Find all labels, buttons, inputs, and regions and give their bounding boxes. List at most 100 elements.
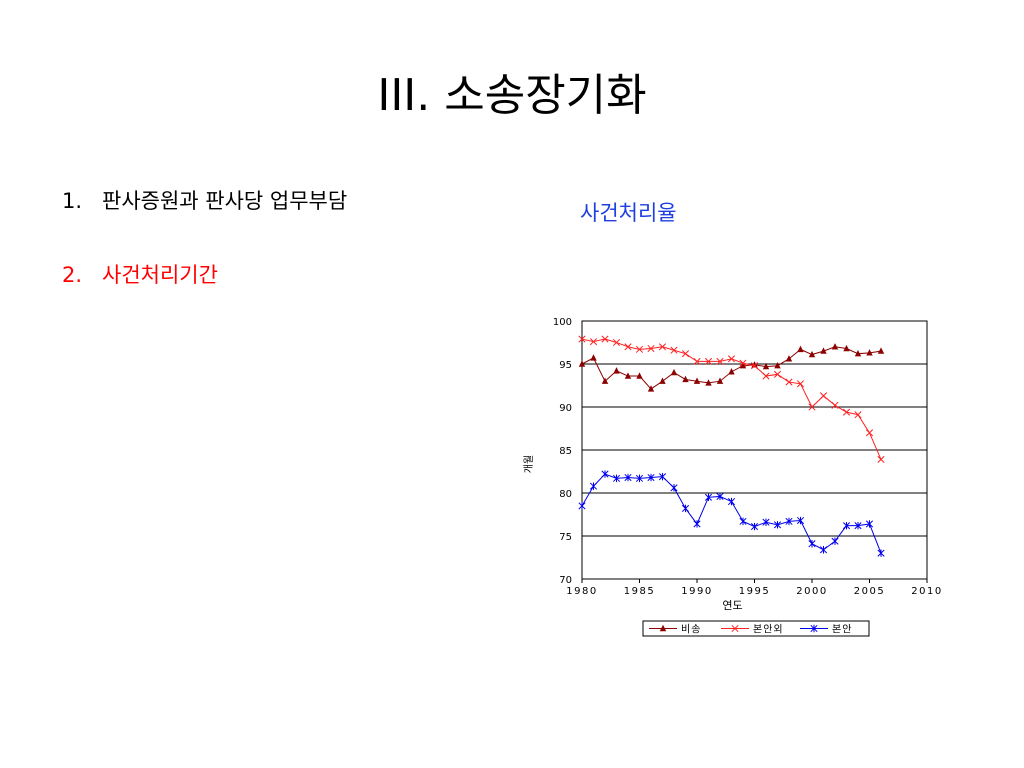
data-point-s2-2001 bbox=[819, 392, 828, 400]
y-tick-label-90: 90 bbox=[559, 403, 572, 414]
data-point-s2-1988 bbox=[670, 346, 678, 354]
series-line-1 bbox=[581, 346, 882, 390]
data-point-s2-1996 bbox=[762, 372, 770, 380]
data-point-s1-1981 bbox=[590, 354, 597, 361]
data-point-s3-1981 bbox=[589, 482, 598, 490]
data-point-s3-2001 bbox=[819, 546, 828, 554]
data-point-s2-1992 bbox=[716, 357, 724, 365]
x-tick-label-2000: 2000 bbox=[796, 586, 827, 597]
data-point-s1-1999 bbox=[797, 345, 804, 353]
data-point-s2-1984 bbox=[624, 343, 632, 351]
data-point-s3-1990 bbox=[693, 520, 701, 528]
data-point-s3-1988 bbox=[670, 484, 678, 492]
data-point-s3-2006 bbox=[877, 549, 885, 557]
data-point-s2-1998 bbox=[785, 378, 793, 386]
data-point-s3-1980 bbox=[578, 502, 586, 510]
data-point-s3-1992 bbox=[716, 492, 724, 501]
data-point-s1-2001 bbox=[820, 347, 827, 354]
data-point-s3-1998 bbox=[785, 517, 793, 526]
outline-item-2[interactable]: 2. 사건처리기간 bbox=[62, 260, 347, 290]
data-point-s1-1992 bbox=[716, 377, 724, 384]
data-point-s1-1987 bbox=[659, 377, 666, 384]
data-point-s3-1985 bbox=[635, 474, 644, 483]
data-point-s1-1996 bbox=[762, 362, 770, 370]
data-point-s1-2004 bbox=[854, 349, 862, 357]
data-point-s2-2006 bbox=[877, 455, 885, 464]
y-tick-label-85: 85 bbox=[559, 446, 572, 457]
data-point-s1-1986 bbox=[647, 385, 655, 392]
chart-heading: 사건처리율 bbox=[580, 201, 677, 225]
outline-item-label: 사건처리기간 bbox=[102, 263, 218, 287]
data-point-s1-2002 bbox=[831, 343, 839, 350]
data-point-s2-1982 bbox=[601, 335, 609, 343]
y-tick-label-100: 100 bbox=[553, 317, 572, 328]
y-tick-label-80: 80 bbox=[559, 489, 572, 500]
data-point-s3-1984 bbox=[624, 473, 632, 482]
data-point-s1-1994 bbox=[739, 362, 747, 369]
x-tick-label-2005: 2005 bbox=[854, 586, 885, 597]
data-point-s3-1991 bbox=[704, 493, 713, 501]
data-point-s1-2003 bbox=[843, 344, 850, 352]
data-point-s1-1991 bbox=[705, 379, 712, 386]
data-point-s2-2004 bbox=[854, 411, 862, 419]
data-point-s3-2000 bbox=[808, 540, 816, 548]
outline-item-label: 판사증원과 판사당 업무부담 bbox=[102, 189, 348, 213]
data-point-s3-1996 bbox=[762, 518, 770, 526]
data-point-s3-2005 bbox=[865, 520, 874, 528]
data-point-s2-1989 bbox=[681, 350, 690, 358]
data-point-s1-1980 bbox=[578, 360, 586, 367]
data-point-s3-1989 bbox=[681, 504, 690, 513]
x-tick-label-1990: 1990 bbox=[681, 586, 712, 597]
outline-item-number: 1. bbox=[62, 189, 83, 213]
data-point-s3-1986 bbox=[647, 473, 655, 482]
series-line-2 bbox=[581, 338, 882, 460]
outline-list: 1. 판사증원과 판사당 업무부담 2. 사건처리기간 bbox=[62, 186, 347, 334]
y-tick-label-75: 75 bbox=[559, 532, 572, 543]
data-point-s2-1993 bbox=[727, 355, 736, 363]
data-point-s3-1997 bbox=[773, 521, 782, 529]
data-point-s3-1999 bbox=[796, 516, 805, 525]
data-point-s2-2002 bbox=[831, 401, 839, 409]
data-point-s2-1994 bbox=[739, 359, 747, 367]
data-point-s1-1982 bbox=[601, 377, 609, 384]
data-point-s2-1986 bbox=[647, 344, 655, 353]
data-point-s2-1983 bbox=[612, 338, 621, 347]
data-point-s3-1987 bbox=[658, 472, 667, 481]
series-line-3 bbox=[581, 473, 882, 554]
data-point-s1-1985 bbox=[636, 372, 643, 379]
legend-label-2: 본안외 bbox=[753, 624, 784, 636]
data-point-s2-1990 bbox=[693, 357, 701, 365]
y-tick-label-70: 70 bbox=[559, 575, 572, 586]
legend-swatch-marker-3 bbox=[810, 624, 818, 633]
data-point-s2-2000 bbox=[808, 403, 816, 411]
y-axis-label: 개월 bbox=[523, 455, 535, 473]
legend-swatch-marker-1 bbox=[659, 624, 667, 632]
outline-item-1[interactable]: 1. 판사증원과 판사당 업무부담 bbox=[62, 186, 347, 216]
line-chart: 70 75 80 85 90 95 100 1980 1985 1990 1995 2000 2005 2… bbox=[523, 317, 942, 637]
data-point-s3-1983 bbox=[612, 474, 621, 483]
outline-item-number: 2. bbox=[62, 263, 83, 287]
slide-title: III. 소송장기화 bbox=[377, 70, 647, 121]
legend-swatch-marker-2 bbox=[731, 624, 739, 633]
data-point-s1-1993 bbox=[728, 368, 735, 375]
data-point-s1-1995 bbox=[751, 361, 758, 368]
legend-label-3: 본안 bbox=[832, 624, 852, 636]
data-point-s2-1997 bbox=[773, 370, 782, 378]
data-point-s1-1989 bbox=[682, 375, 689, 383]
data-point-s1-2006 bbox=[877, 347, 885, 354]
data-point-s1-2000 bbox=[808, 350, 816, 358]
data-point-s2-1995 bbox=[750, 362, 759, 370]
x-tick-label-2010: 2010 bbox=[911, 586, 942, 597]
x-axis-label: 연도 bbox=[722, 599, 742, 612]
data-point-s2-1981 bbox=[589, 338, 598, 346]
data-point-s1-1988 bbox=[670, 368, 678, 376]
data-point-s1-1990 bbox=[693, 377, 701, 384]
data-point-s2-1987 bbox=[658, 343, 667, 351]
x-tick-label-1985: 1985 bbox=[624, 586, 655, 597]
x-tick-label-1980: 1980 bbox=[566, 586, 597, 597]
data-point-s3-1993 bbox=[727, 497, 736, 506]
x-tick-label-1995: 1995 bbox=[739, 586, 770, 597]
plot-layer: 70 75 80 85 90 95 100 1980 1985 1990 1995 2000 2005 2… bbox=[523, 317, 942, 637]
data-point-s3-2003 bbox=[842, 521, 851, 530]
data-point-s2-1991 bbox=[704, 357, 713, 365]
